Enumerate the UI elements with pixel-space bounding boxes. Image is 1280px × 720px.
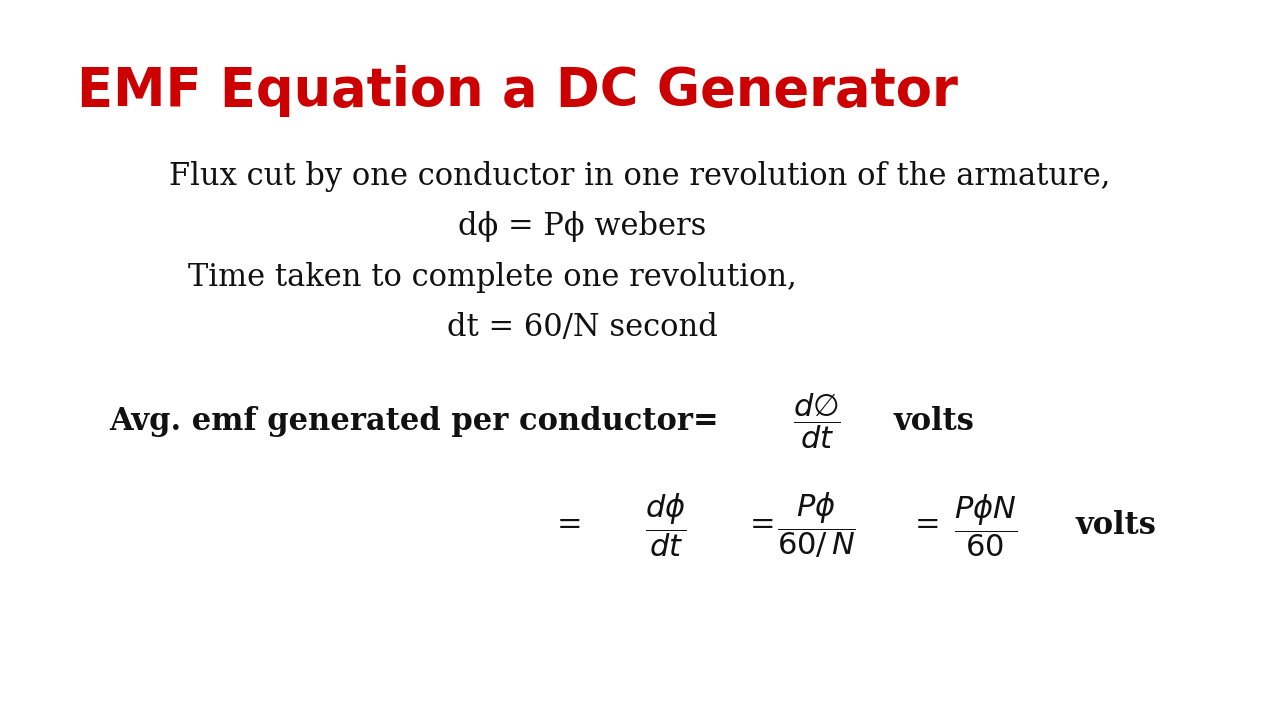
Text: Avg. emf generated per conductor=: Avg. emf generated per conductor=: [109, 405, 718, 437]
Text: $\dfrac{P\phi N}{60}$: $\dfrac{P\phi N}{60}$: [954, 492, 1018, 559]
Text: Time taken to complete one revolution,: Time taken to complete one revolution,: [188, 261, 797, 293]
Text: volts: volts: [1075, 510, 1156, 541]
Text: EMF Equation a DC Generator: EMF Equation a DC Generator: [77, 65, 957, 117]
Text: $\dfrac{P\phi}{60/\,N}$: $\dfrac{P\phi}{60/\,N}$: [777, 491, 856, 560]
Text: dt = 60/N second: dt = 60/N second: [447, 312, 718, 343]
Text: =: =: [750, 510, 776, 541]
Text: =: =: [557, 510, 582, 541]
Text: dϕ = Pϕ webers: dϕ = Pϕ webers: [458, 211, 707, 243]
Text: =: =: [915, 510, 941, 541]
Text: volts: volts: [893, 405, 974, 437]
Text: $\dfrac{d\phi}{dt}$: $\dfrac{d\phi}{dt}$: [645, 492, 686, 559]
Text: $\dfrac{d\varnothing}{dt}$: $\dfrac{d\varnothing}{dt}$: [792, 392, 841, 451]
Text: Flux cut by one conductor in one revolution of the armature,: Flux cut by one conductor in one revolut…: [169, 161, 1111, 192]
